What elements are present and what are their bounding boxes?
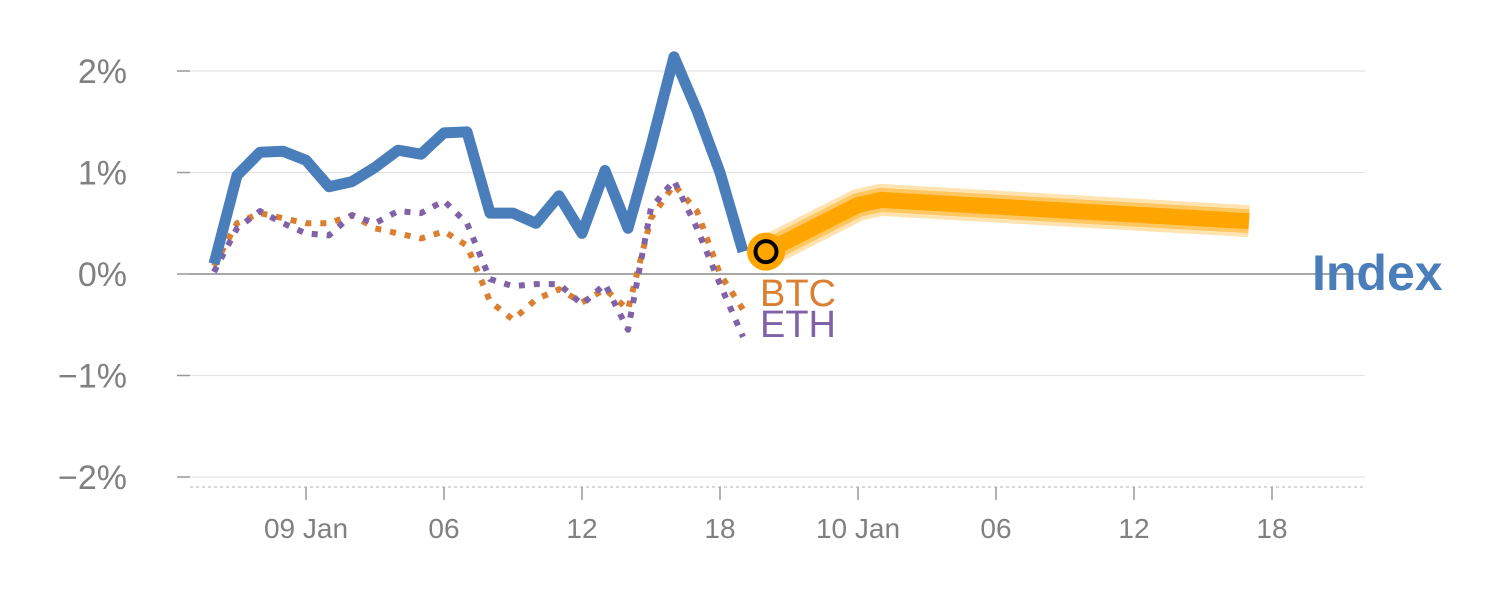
series-label-btc: BTC [760,273,836,315]
x-tick-label: 09 Jan [264,513,348,544]
x-tick-label: 06 [980,513,1011,544]
series-label-index: Index [1312,245,1443,301]
x-axis: 09 Jan 06 12 18 10 Jan 06 12 18 [190,486,1365,544]
grid [190,70,1365,478]
series-labels: BTC ETH Index [760,245,1443,346]
y-tick-label: 2% [78,53,127,91]
projection-line [762,191,1250,259]
series-layer [208,51,1250,339]
x-tick-label: 06 [428,513,459,544]
y-tick-label: −2% [58,459,127,497]
series-label-eth: ETH [760,304,836,346]
y-tick-label: 1% [78,155,127,193]
series-line-eth [211,177,746,339]
y-tick-label: 0% [78,256,127,294]
x-tick-label: 10 Jan [816,513,900,544]
y-tick-label: −1% [58,358,127,396]
series-line-index [208,51,749,266]
current-marker-dot [753,239,779,265]
x-tick-label: 12 [1118,513,1149,544]
x-tick-label: 12 [566,513,597,544]
y-axis: 2% 1% 0% −1% −2% [58,53,190,497]
x-tick-label: 18 [704,513,735,544]
x-tick-label: 18 [1256,513,1287,544]
